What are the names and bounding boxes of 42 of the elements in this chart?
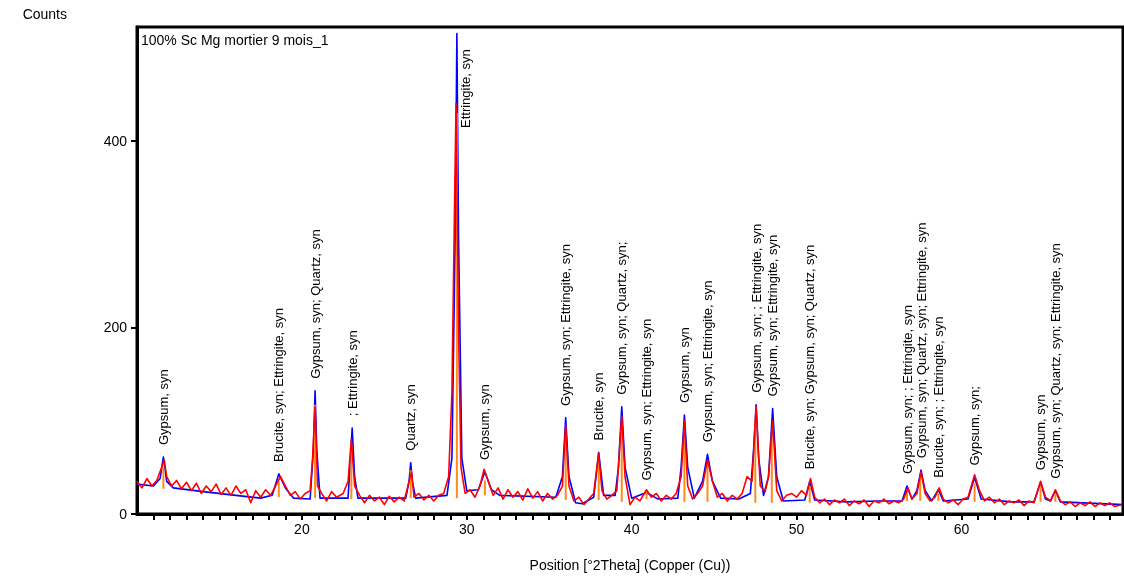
annotation: 100% Sc Mg mortier 9 mois_1 xyxy=(141,32,329,48)
annotation: Brucite, syn xyxy=(591,372,607,441)
x-tick-label: 40 xyxy=(623,521,640,537)
annotation: Ettringite, syn xyxy=(458,49,474,128)
bar xyxy=(483,480,486,496)
bar xyxy=(620,431,623,502)
y-tick-label: 400 xyxy=(103,132,128,149)
annotation: Gypsum, syn xyxy=(676,327,692,404)
y-axis-title: Counts xyxy=(22,6,67,22)
annotation: Gypsum, syn; Ettringite, syn xyxy=(765,234,781,397)
bar xyxy=(973,483,976,502)
annotation: Gypsum, syn; ; Ettringite, syn xyxy=(748,223,764,393)
bar xyxy=(1039,486,1042,502)
annotation: Gypsum, syn; xyxy=(967,386,983,466)
annotation: Gypsum, syn; Quartz, syn; xyxy=(614,241,630,395)
y-tick-label: 200 xyxy=(103,319,128,336)
bar xyxy=(706,463,709,502)
annotation: Gypsum, syn; Ettringite, syn xyxy=(699,280,715,443)
annotation: Gypsum, syn xyxy=(477,384,493,461)
annotation: Gypsum, syn; Ettringite, syn xyxy=(558,244,574,406)
x-tick-label: 50 xyxy=(788,521,805,537)
annotation: Gypsum, syn xyxy=(155,369,171,446)
x-tick-label: 30 xyxy=(458,521,475,537)
bar xyxy=(808,486,811,503)
bar xyxy=(1054,493,1057,502)
annotation: Quartz, syn xyxy=(403,384,419,451)
x-tick-label: 20 xyxy=(294,521,310,537)
x-tick-label: 60 xyxy=(953,521,970,537)
annotation: Gypsum, syn; Quartz, syn xyxy=(307,229,323,379)
annotation: Gypsum, syn; Ettringite, syn xyxy=(638,318,654,481)
annotation: Gypsum, syn; Quartz, syn; Ettringite, syn xyxy=(1047,243,1063,479)
x-axis-title: Position [°2Theta] (Copper (Cu)) xyxy=(529,557,731,573)
annotation: ; Ettringite, syn xyxy=(344,330,360,417)
bar xyxy=(162,467,165,489)
bar xyxy=(277,481,280,498)
annotation: Gypsum, syn xyxy=(1033,394,1049,471)
annotation: Brucite, syn; Gypsum, syn; Quartz, syn xyxy=(802,244,818,470)
annotation: Brucite, syn; Ettringite, syn xyxy=(271,307,287,462)
y-tick-label: 0 xyxy=(119,506,128,522)
bar xyxy=(937,493,940,501)
annotation: Gypsum, syn; ; Ettringite, syn xyxy=(899,304,915,475)
annotation: Brucite, syn; ; Ettringite, syn xyxy=(930,316,946,478)
